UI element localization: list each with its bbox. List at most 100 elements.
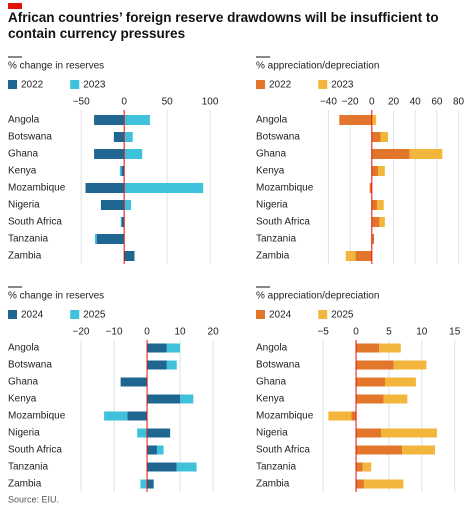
bar <box>402 445 435 455</box>
bar <box>371 217 380 227</box>
legend-label: 2022 <box>21 80 44 91</box>
legend-swatch <box>256 80 265 89</box>
x-tick-label: 40 <box>410 97 422 108</box>
category-label: Botswana <box>8 132 52 143</box>
legend-swatch <box>8 310 17 319</box>
legend-label: 2025 <box>83 310 106 321</box>
bar <box>378 166 385 176</box>
title-box: African countries’ foreign reserve drawd… <box>8 10 439 41</box>
bar <box>85 183 125 193</box>
category-label: Botswana <box>256 360 300 371</box>
legend-label: 2023 <box>83 80 106 91</box>
legend-swatch <box>318 80 328 89</box>
category-label: Nigeria <box>256 428 288 439</box>
category-label: Zambia <box>8 479 42 490</box>
bar <box>371 234 374 244</box>
bar <box>94 234 97 244</box>
bar <box>96 234 125 244</box>
bar <box>147 343 167 353</box>
x-tick-label: 0 <box>369 97 375 108</box>
x-tick-label: −20 <box>342 97 359 108</box>
category-label: Nigeria <box>8 428 40 439</box>
x-tick-label: −50 <box>73 97 90 108</box>
bar <box>371 149 410 159</box>
bar <box>356 462 363 472</box>
legend-label: 2022 <box>269 80 292 91</box>
category-label: Kenya <box>256 394 285 405</box>
bar <box>371 200 378 210</box>
category-label: Kenya <box>8 394 37 405</box>
category-label: Tanzania <box>256 462 296 473</box>
category-label: Zambia <box>256 251 290 262</box>
bar <box>121 217 125 227</box>
category-label: Tanzania <box>8 462 48 473</box>
bar <box>356 445 403 455</box>
bar <box>113 132 125 142</box>
x-tick-label: 0 <box>121 97 127 108</box>
category-label: Tanzania <box>8 234 48 245</box>
bar <box>120 217 122 227</box>
bar <box>124 183 204 193</box>
x-tick-label: 0 <box>353 327 359 338</box>
x-tick-label: 10 <box>175 327 187 338</box>
category-label: Kenya <box>256 166 285 177</box>
bar <box>147 428 171 438</box>
category-label: Angola <box>256 343 288 354</box>
legend-label: 2024 <box>269 310 292 321</box>
legend-label: 2023 <box>331 80 354 91</box>
bar <box>120 377 148 387</box>
category-label: Zambia <box>256 479 290 490</box>
bar <box>383 394 408 404</box>
axis-label: % appreciation/depreciation <box>256 61 379 72</box>
axis-label: % change in reserves <box>8 61 104 72</box>
category-label: Angola <box>8 115 40 126</box>
legend-label: 2025 <box>331 310 354 321</box>
x-tick-label: −20 <box>73 327 90 338</box>
axis-label: % change in reserves <box>8 291 104 302</box>
bar <box>409 149 443 159</box>
bar <box>147 394 181 404</box>
bar <box>379 343 401 353</box>
category-label: South Africa <box>256 445 310 456</box>
bar <box>166 360 177 370</box>
category-label: Ghana <box>8 377 38 388</box>
x-tick-label: 5 <box>386 327 392 338</box>
bar <box>176 462 197 472</box>
bar <box>124 132 133 142</box>
legend-swatch <box>70 80 80 89</box>
bar <box>104 411 128 421</box>
category-label: Mozambique <box>256 411 314 422</box>
category-label: Angola <box>8 343 40 354</box>
bar <box>121 166 125 176</box>
bar <box>100 200 125 210</box>
x-tick-label: −5 <box>317 327 329 338</box>
x-tick-label: 100 <box>202 97 219 108</box>
axis-label: % appreciation/depreciation <box>256 291 379 302</box>
legend-swatch <box>318 310 328 319</box>
legend-swatch <box>8 80 17 89</box>
bar <box>94 149 125 159</box>
bar <box>124 251 135 261</box>
bar <box>124 149 143 159</box>
bar <box>371 132 381 142</box>
bar <box>371 115 377 125</box>
category-label: Tanzania <box>256 234 296 245</box>
bar <box>356 377 385 387</box>
bar <box>147 445 157 455</box>
category-label: Mozambique <box>8 183 66 194</box>
x-tick-label: 80 <box>453 97 465 108</box>
category-label: Mozambique <box>8 411 66 422</box>
x-tick-label: 60 <box>431 97 443 108</box>
bar <box>147 360 167 370</box>
bar <box>363 479 404 489</box>
bar <box>140 479 148 489</box>
bar <box>369 183 372 193</box>
category-label: Zambia <box>8 251 42 262</box>
bar <box>328 411 352 421</box>
bar <box>166 343 181 353</box>
bar <box>124 200 132 210</box>
category-label: Mozambique <box>256 183 314 194</box>
bar <box>371 166 379 176</box>
bar <box>393 360 427 370</box>
